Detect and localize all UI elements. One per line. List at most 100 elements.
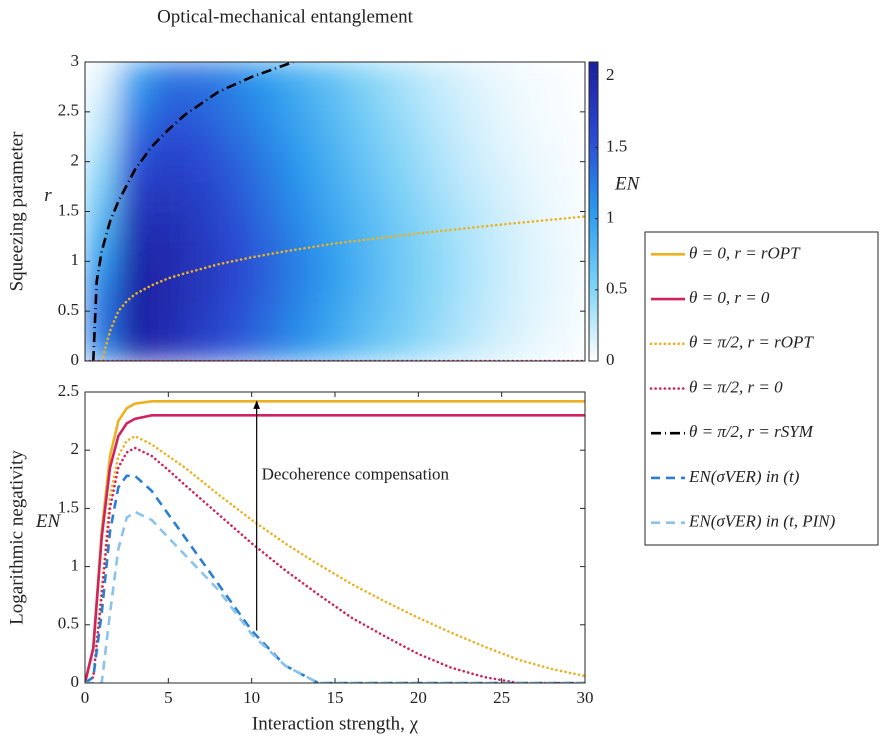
y-axis-label: Logarithmic negativity <box>6 450 27 625</box>
heatmap-cell <box>484 300 519 332</box>
colorbar-label: EN <box>614 173 641 194</box>
heatmap-cell <box>284 62 319 93</box>
heatmap-cell <box>251 181 286 212</box>
heatmap-cell <box>117 270 153 302</box>
heatmap-cell <box>284 211 319 242</box>
heatmap-cell <box>417 330 453 361</box>
heatmap-cell <box>284 91 319 123</box>
heatmap-cell <box>151 62 186 93</box>
heatmap-cell <box>351 62 386 93</box>
colorbar-tick-label: 2 <box>606 65 615 84</box>
legend-label: θ = 0, r = 0 <box>689 288 770 307</box>
heatmap-cell <box>351 91 386 123</box>
heatmap-cell <box>317 270 353 302</box>
heatmap-cell <box>384 91 419 123</box>
x-tick-label: 15 <box>327 688 344 707</box>
heatmap-cell <box>85 151 119 183</box>
heatmap-cell <box>484 270 519 302</box>
heatmap-cell <box>284 151 319 183</box>
heatmap-cell <box>551 240 585 272</box>
heatmap-cell <box>85 62 119 93</box>
x-tick-label: 20 <box>410 688 427 707</box>
heatmap-cell <box>417 300 453 332</box>
heatmap-cell <box>217 181 253 212</box>
x-tick-label: 0 <box>81 688 90 707</box>
y-tick-label: 2 <box>71 151 80 170</box>
heatmap-cell <box>85 240 119 272</box>
x-axis-label: Interaction strength, χ <box>252 713 419 734</box>
heatmap-cell <box>451 240 486 272</box>
series-line <box>85 446 585 683</box>
heatmap-cell <box>317 300 353 332</box>
heatmap-cell <box>484 121 519 153</box>
series-line <box>92 62 294 361</box>
colorbar-tick-label: 0.5 <box>606 279 627 298</box>
legend-label: θ = 0, r = rOPT <box>689 243 801 262</box>
heatmap <box>85 62 585 361</box>
x-tick-label: 30 <box>577 688 594 707</box>
series-line <box>85 414 585 683</box>
heatmap-cell <box>151 211 186 242</box>
y-tick-label: 1.5 <box>58 497 79 516</box>
heatmap-cell <box>517 300 553 332</box>
heatmap-cells <box>85 62 585 361</box>
heatmap-cell <box>151 181 186 212</box>
heatmap-cell <box>551 62 585 93</box>
heatmap-cell <box>517 330 553 361</box>
heatmap-cell <box>217 270 253 302</box>
y-tick-label: 0 <box>71 672 80 691</box>
heatmap-cell <box>251 121 286 153</box>
heatmap-cell <box>184 330 219 361</box>
heatmap-cell <box>217 62 253 93</box>
series-line <box>100 215 585 361</box>
heatmap-cell <box>117 330 153 361</box>
legend-label: θ = π/2, r = rOPT <box>689 333 814 352</box>
heatmap-cell <box>517 181 553 212</box>
heatmap-cell <box>517 121 553 153</box>
heatmap-cell <box>551 91 585 123</box>
heatmap-cell <box>417 181 453 212</box>
y-tick-label: 1 <box>71 250 80 269</box>
heatmap-cell <box>484 62 519 93</box>
heatmap-cell <box>85 300 119 332</box>
heatmap-cell <box>551 270 585 302</box>
heatmap-cell <box>317 91 353 123</box>
annotation: Decoherence compensation <box>262 465 450 484</box>
heatmap-cell <box>517 270 553 302</box>
heatmap-cell <box>151 330 186 361</box>
heatmap-cell <box>351 211 386 242</box>
x-tick-label: 25 <box>493 688 510 707</box>
heatmap-cell <box>184 240 219 272</box>
y-tick-label: 1 <box>71 556 80 575</box>
heatmap-cell <box>251 300 286 332</box>
heatmap-cell <box>551 181 585 212</box>
heatmap-cell <box>517 240 553 272</box>
colorbar-tick-label: 1.5 <box>606 136 627 155</box>
heatmap-cell <box>284 300 319 332</box>
heatmap-cell <box>384 62 419 93</box>
heatmap-cell <box>117 181 153 212</box>
heatmap-cell <box>85 121 119 153</box>
heatmap-cell <box>117 151 153 183</box>
heatmap-cell <box>184 181 219 212</box>
heatmap-cell <box>351 270 386 302</box>
y-tick-label: 2.5 <box>58 101 79 120</box>
heatmap-cell <box>451 91 486 123</box>
heatmap-cell <box>217 121 253 153</box>
heatmap-cell <box>151 151 186 183</box>
heatmap-cell <box>85 91 119 123</box>
heatmap-cell <box>384 211 419 242</box>
heatmap-cell <box>451 121 486 153</box>
heatmap-cell <box>251 151 286 183</box>
heatmap-cell <box>284 121 319 153</box>
heatmap-cell <box>251 211 286 242</box>
heatmap-cell <box>517 151 553 183</box>
heatmap-cell <box>451 211 486 242</box>
heatmap-cell <box>451 62 486 93</box>
heatmap-cell <box>251 270 286 302</box>
heatmap-cell <box>184 211 219 242</box>
heatmap-cell <box>384 240 419 272</box>
heatmap-cell <box>184 300 219 332</box>
heatmap-cell <box>417 240 453 272</box>
heatmap-cell <box>217 211 253 242</box>
